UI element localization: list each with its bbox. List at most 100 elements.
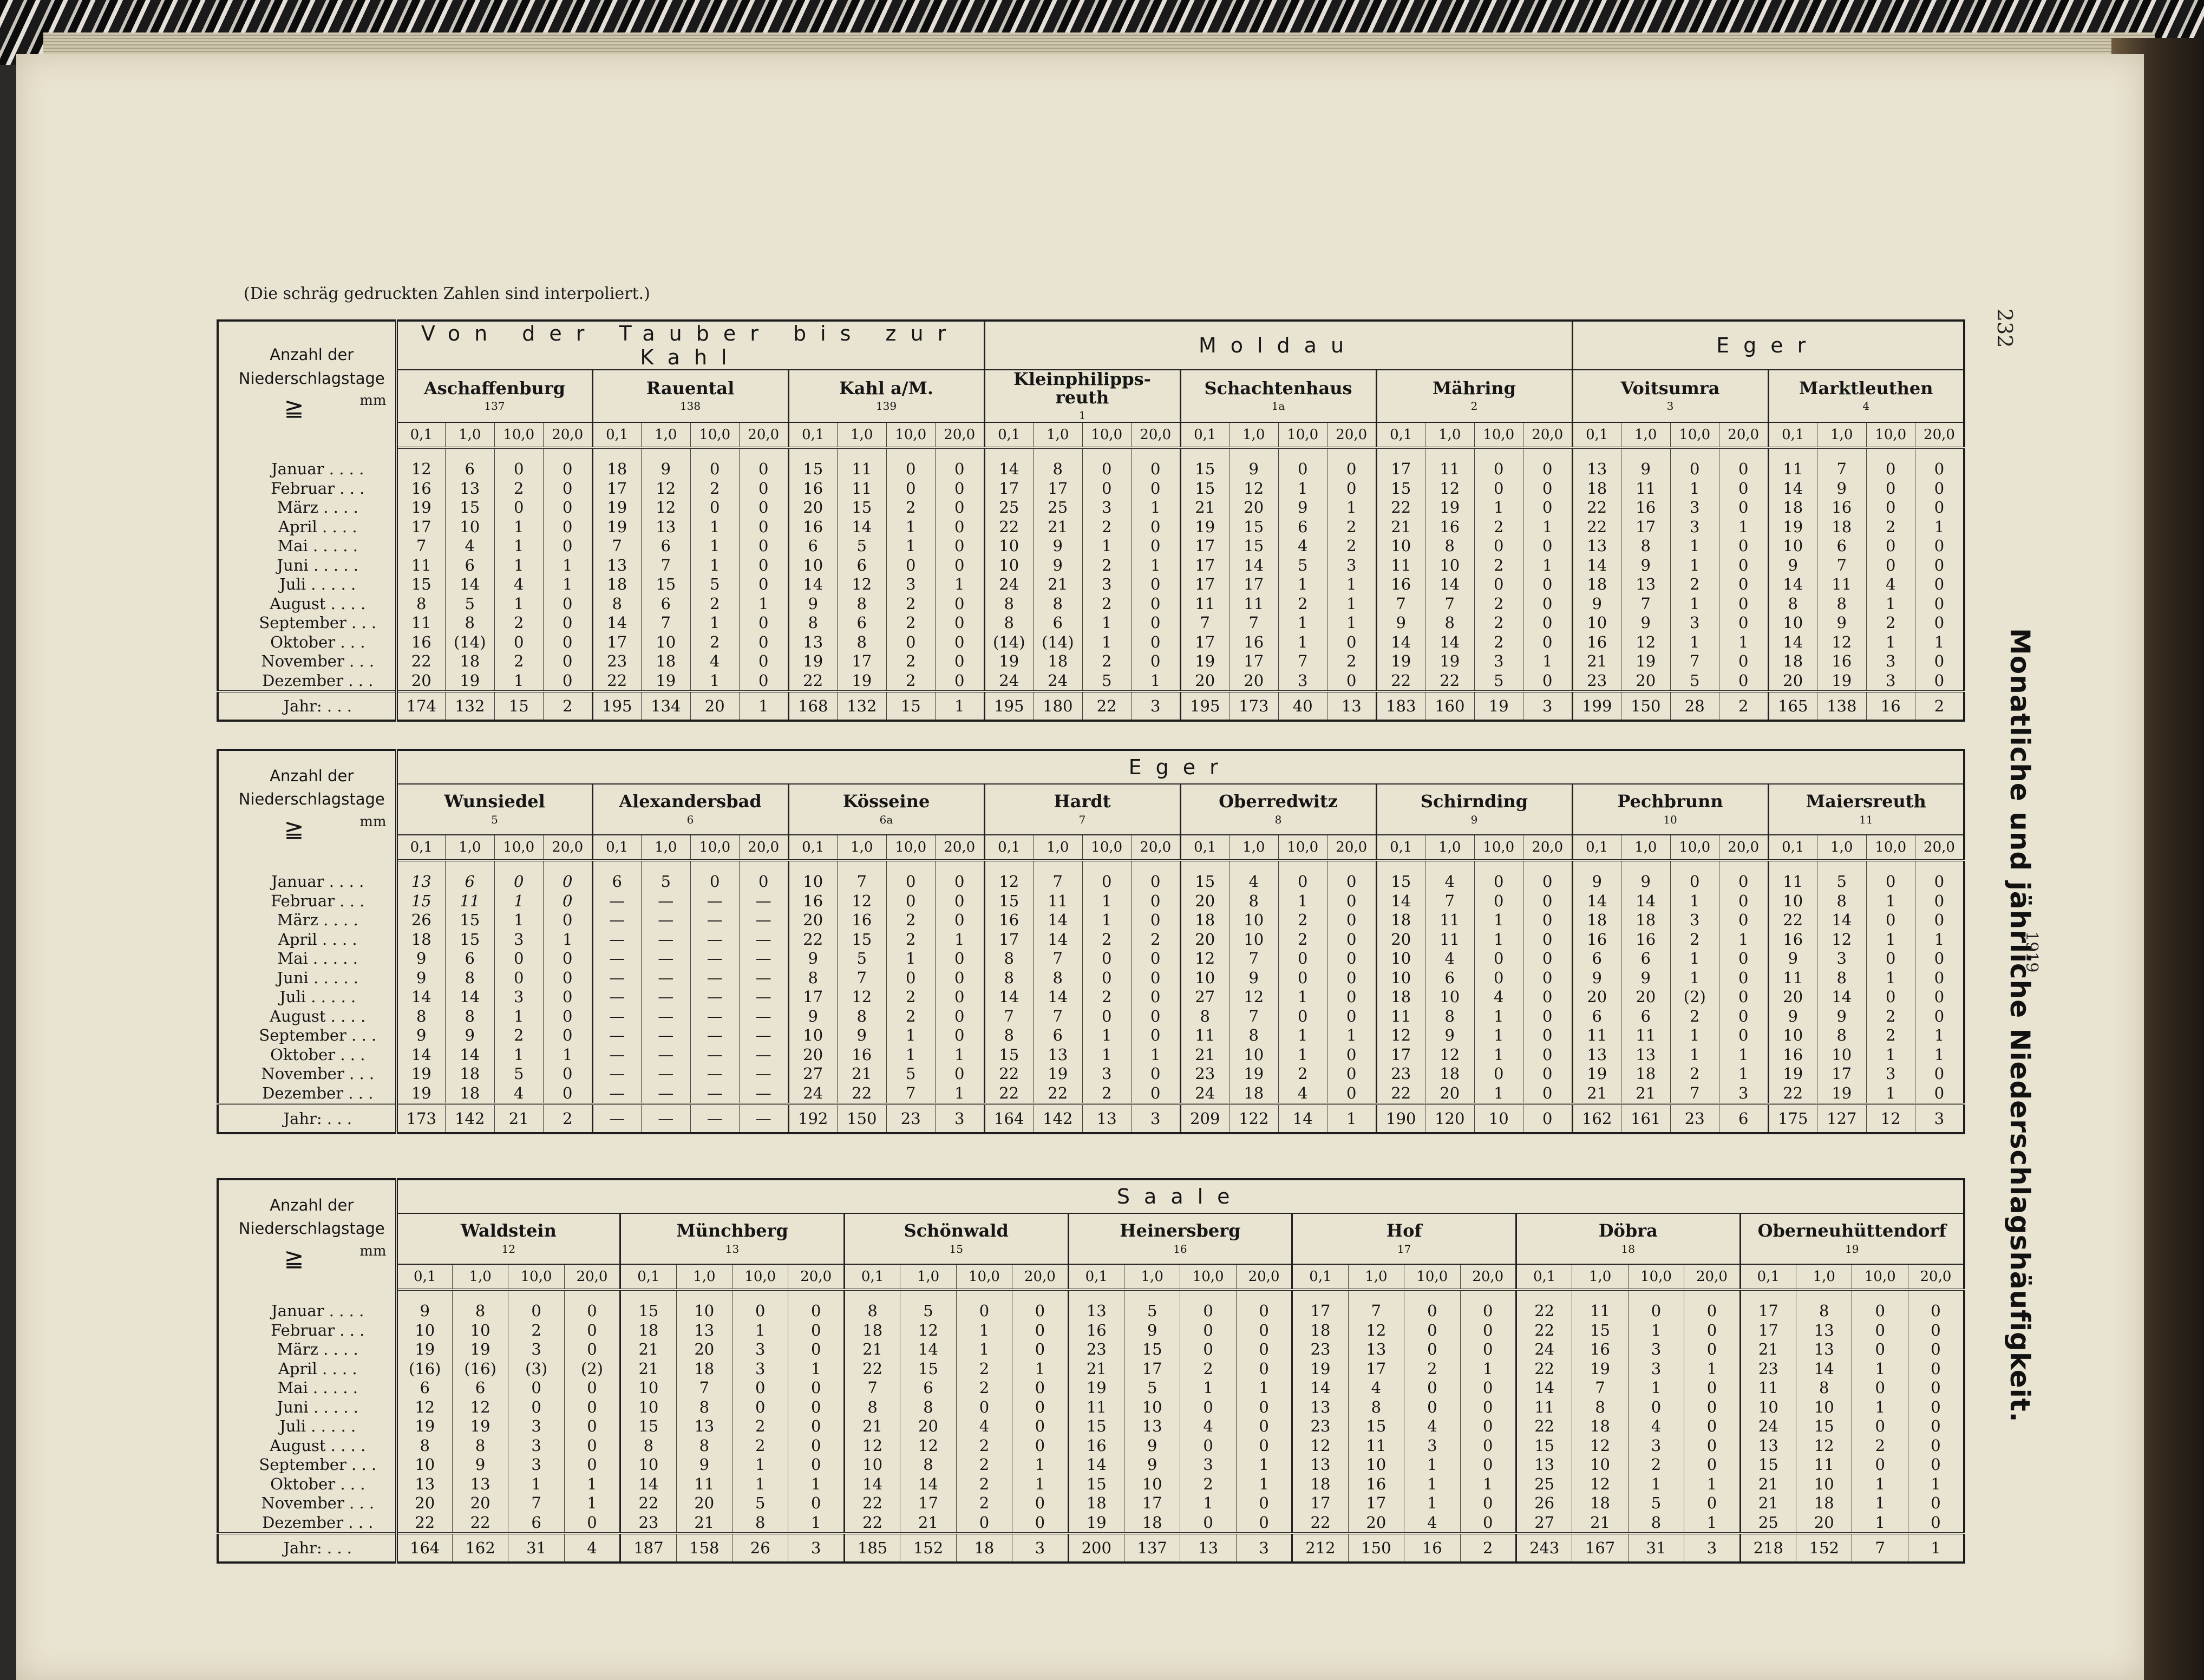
value-cell: 1 xyxy=(1278,1026,1327,1045)
value-cell: 10 xyxy=(1796,1474,1852,1494)
value-cell: 15 xyxy=(787,460,838,479)
value-cell: 9 xyxy=(1123,1455,1180,1475)
station-number: 7 xyxy=(1078,813,1086,826)
value-cell: 20 xyxy=(900,1417,957,1436)
threshold-header: 10,0 xyxy=(1866,835,1915,861)
threshold-header: 10,0 xyxy=(1180,1264,1237,1291)
value-cell: 0 xyxy=(935,949,984,969)
threshold-header: 1,0 xyxy=(1425,422,1474,449)
station-name: Schachtenhaus xyxy=(1204,377,1352,398)
value-cell: 7 xyxy=(843,1378,900,1398)
value-cell: 0 xyxy=(935,460,984,479)
threshold-header: 0,1 xyxy=(1179,835,1229,861)
station-number: 9 xyxy=(1470,813,1478,826)
value-cell: 1 xyxy=(543,930,592,949)
value-cell: 13 xyxy=(676,1417,733,1436)
month-label: Oktober . . . xyxy=(218,1474,398,1494)
value-cell: 3 xyxy=(1474,652,1523,671)
table-row: April . . . . 17 10 1 0 19 13 1 0 16 14 1 0 22 21 2 0 19 1… xyxy=(218,517,1964,537)
threshold-header: 0,1 xyxy=(787,422,838,449)
threshold-header: 20,0 xyxy=(1235,1264,1292,1291)
value-cell: 19 xyxy=(983,652,1034,671)
value-cell: 0 xyxy=(543,671,592,692)
value-cell: — xyxy=(641,1064,690,1084)
value-cell: — xyxy=(739,911,788,930)
value-cell: 7 xyxy=(837,968,886,988)
value-cell: 6 xyxy=(1033,613,1082,633)
value-cell: 1 xyxy=(956,1321,1012,1340)
value-cell: 17 xyxy=(1033,479,1082,499)
station-number: 11 xyxy=(1859,813,1873,826)
value-cell: 9 xyxy=(1621,968,1670,988)
value-cell: 2 xyxy=(494,1026,544,1045)
month-label: November . . . xyxy=(218,1494,398,1513)
value-cell: 0 xyxy=(564,1436,620,1455)
value-cell: 1 xyxy=(1460,1359,1516,1378)
value-cell: 11 xyxy=(1767,968,1817,988)
value-cell: 1 xyxy=(1670,968,1719,988)
value-cell: 7 xyxy=(837,872,886,892)
value-cell: 25 xyxy=(1515,1474,1572,1494)
value-cell: 13 xyxy=(591,555,642,576)
geq-symbol: ≧ xyxy=(284,815,304,843)
threshold-header: 10,0 xyxy=(1474,422,1523,449)
value-cell: 8 xyxy=(787,613,838,633)
table-row: Juni . . . . . 9 8 0 0— — — —8 7 0 0 8 8 0 0 10 9 0 0 10 6 0 0… xyxy=(218,968,1964,988)
header-label-line: Niederschlagstage xyxy=(238,369,385,388)
interpolation-note: (Die schräg gedruckten Zahlen sind inter… xyxy=(244,284,650,303)
value-cell: 0 xyxy=(1627,1397,1684,1417)
month-label: August . . . . xyxy=(218,1436,398,1455)
value-cell: 10 xyxy=(1375,968,1425,988)
value-cell: 18 xyxy=(641,652,690,671)
value-cell: 11 xyxy=(1425,930,1474,949)
value-cell: 0 xyxy=(1852,1321,1908,1340)
threshold-header: 10,0 xyxy=(1404,1264,1461,1291)
year-total-cell: 173 xyxy=(396,1103,446,1134)
value-cell: 6 xyxy=(445,872,494,892)
value-cell: 7 xyxy=(1670,1083,1719,1104)
value-cell: 2 xyxy=(886,911,936,930)
value-cell: 8 xyxy=(1817,1026,1866,1045)
value-cell: 0 xyxy=(886,632,936,652)
value-cell: 0 xyxy=(1131,872,1180,892)
value-cell: 8 xyxy=(900,1397,957,1417)
value-cell: 14 xyxy=(787,575,838,594)
value-cell: 0 xyxy=(1327,460,1376,479)
value-cell: 1 xyxy=(1327,613,1376,633)
value-cell: 1 xyxy=(1235,1378,1292,1398)
value-cell: 9 xyxy=(1621,872,1670,892)
threshold-header: 0,1 xyxy=(983,422,1034,449)
value-cell: 17 xyxy=(1291,1494,1349,1513)
value-cell: 8 xyxy=(787,968,838,988)
value-cell: 12 xyxy=(1796,1436,1852,1455)
value-cell: 0 xyxy=(1684,1378,1741,1398)
value-cell: 9 xyxy=(1571,872,1621,892)
value-cell: 15 xyxy=(1739,1455,1796,1475)
value-cell: 3 xyxy=(732,1359,788,1378)
value-cell: 9 xyxy=(1425,1026,1474,1045)
value-cell: 0 xyxy=(1180,1302,1237,1321)
value-cell: 0 xyxy=(1235,1340,1292,1359)
value-cell: 25 xyxy=(1033,498,1082,518)
value-cell: 1 xyxy=(1523,555,1572,576)
station-header: Rauental 138 xyxy=(591,370,788,423)
value-cell: 0 xyxy=(732,1302,788,1321)
value-cell: 8 xyxy=(1425,1006,1474,1026)
threshold-header: 20,0 xyxy=(1131,835,1180,861)
value-cell: 9 xyxy=(1571,594,1621,614)
value-cell: — xyxy=(591,930,642,949)
value-cell: 15 xyxy=(1179,872,1229,892)
value-cell: 3 xyxy=(1082,1064,1132,1084)
value-cell: 17 xyxy=(1621,517,1670,537)
value-cell: 0 xyxy=(494,632,544,652)
table-row: September . . . 11 8 2 0 14 7 1 0 8 6 2 0 8 6 1 0 7 7 1 1 9 8 2… xyxy=(218,613,1964,633)
value-cell: 13 xyxy=(676,1321,733,1340)
unit-mm: mm xyxy=(359,813,387,830)
value-cell: 0 xyxy=(1460,1455,1516,1475)
value-cell: 0 xyxy=(1684,1397,1741,1417)
value-cell: 4 xyxy=(1180,1417,1237,1436)
year-label: Jahr: . . . xyxy=(218,1532,398,1564)
year-total-cell: 164 xyxy=(983,1103,1034,1134)
region-name: Eger xyxy=(1571,321,1964,370)
value-cell: 0 xyxy=(739,652,788,671)
